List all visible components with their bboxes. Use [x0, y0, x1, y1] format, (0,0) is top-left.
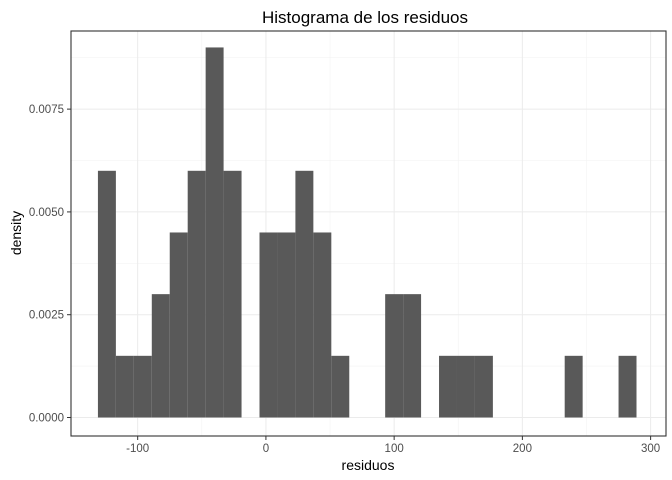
- histogram-bar: [331, 355, 350, 418]
- histogram-bar: [618, 355, 637, 418]
- histogram-bar: [385, 294, 404, 418]
- y-axis: 0.0000 0.0025 0.0050 0.0075: [29, 104, 71, 424]
- x-axis-title: residuos: [342, 457, 395, 473]
- histogram-bar: [313, 232, 332, 418]
- histogram-bar: [295, 170, 314, 418]
- x-tick-label: -100: [126, 443, 149, 455]
- y-axis-title: density: [8, 211, 24, 255]
- chart-title: Histograma de los residuos: [262, 8, 468, 27]
- y-tick-label: 0.0000: [29, 412, 64, 424]
- histogram-bar: [403, 294, 422, 418]
- y-tick-label: 0.0075: [29, 104, 64, 116]
- histogram-bar: [259, 232, 278, 418]
- histogram-bar: [456, 355, 475, 418]
- x-tick-label: 300: [641, 443, 660, 455]
- histogram-bar: [151, 294, 170, 418]
- histogram-bar: [115, 355, 134, 418]
- histogram-bar: [564, 355, 583, 418]
- major-gridlines: [71, 31, 666, 436]
- histogram-bar: [187, 170, 206, 418]
- x-tick-label: 100: [385, 443, 404, 455]
- histogram-bar: [474, 355, 493, 418]
- histogram-bar: [133, 355, 152, 418]
- panel-border: [70, 30, 667, 437]
- histogram-bar: [277, 232, 296, 418]
- x-tick-label: 0: [263, 443, 269, 455]
- x-tick-label: 200: [513, 443, 532, 455]
- histogram-bar: [205, 47, 224, 418]
- y-tick-label: 0.0050: [29, 207, 64, 219]
- histogram-bar: [169, 232, 188, 418]
- histogram-bar: [223, 170, 242, 418]
- histogram-bar: [439, 355, 457, 418]
- y-tick-label: 0.0025: [29, 310, 64, 322]
- histogram-bar: [97, 170, 116, 418]
- x-axis: -100 0 100 200 300: [126, 436, 660, 455]
- histogram-bars: [97, 47, 637, 418]
